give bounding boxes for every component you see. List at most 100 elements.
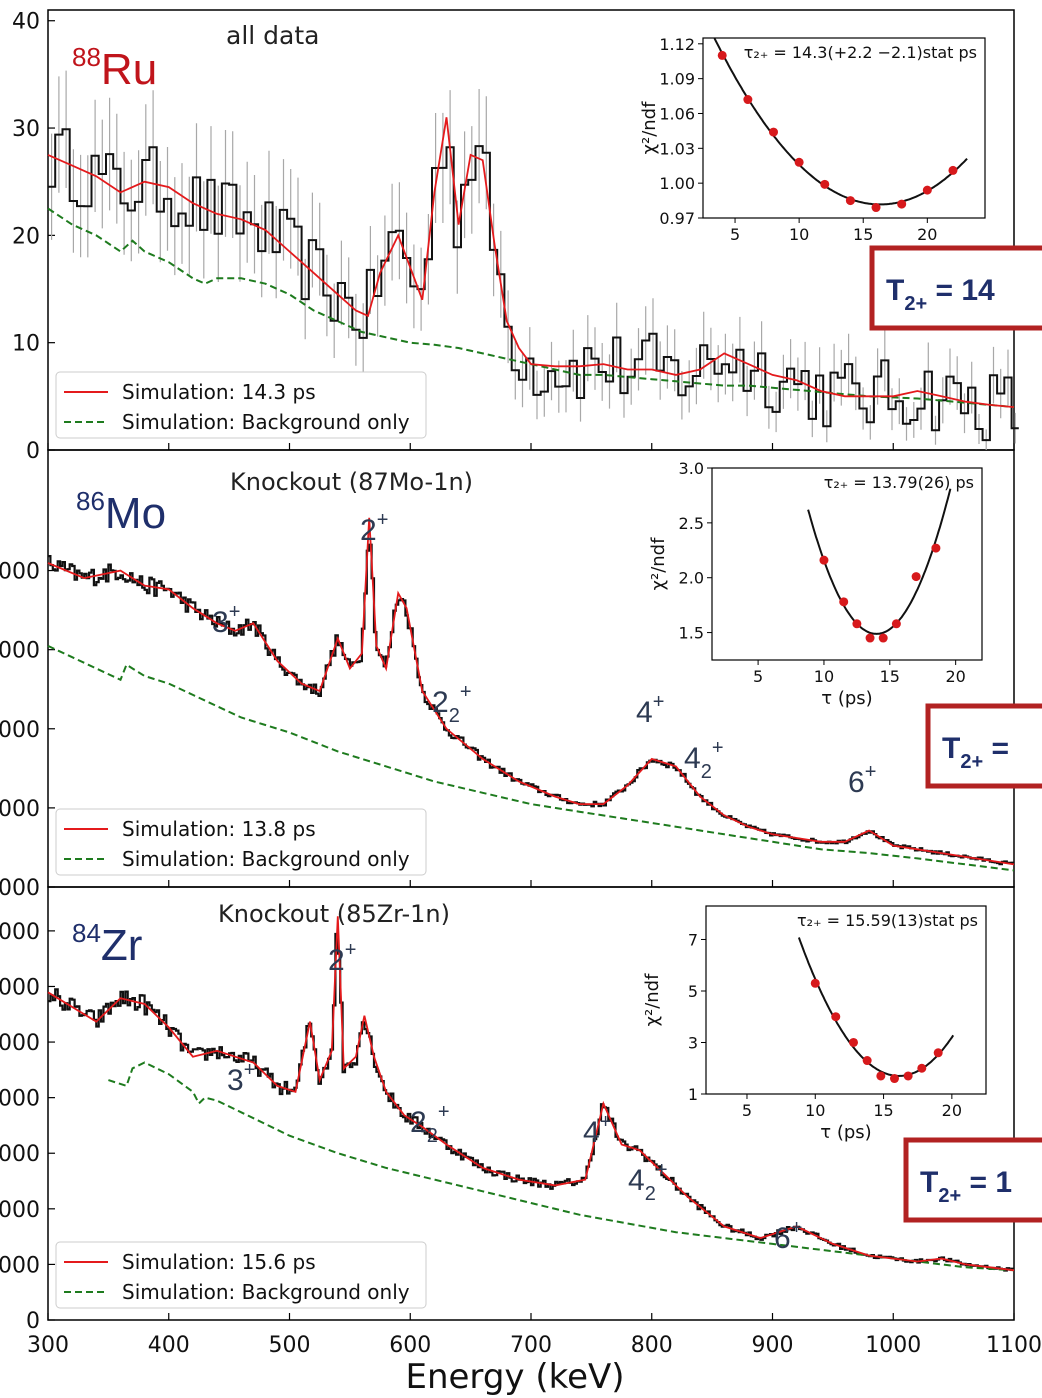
simulation-series-line [47,517,1015,866]
y-tick-label: 000 [0,920,40,945]
level-label: 3+ [227,1059,255,1097]
level-spin: 4 [628,1164,645,1197]
tau-symbol: T [920,1166,938,1199]
inset-y-tick-label: 1.09 [659,70,695,89]
level-subscript: 2 [427,1125,438,1147]
y-tick-label: 000 [0,1087,40,1112]
level-label: 4+ [583,1111,611,1149]
legend-box [55,808,427,876]
x-tick-label: 400 [148,1333,190,1358]
inset-x-tick-label: 10 [814,667,834,686]
inset-tau-label: τ₂₊ = 13.79(26) ps [824,473,974,492]
y-tick-label: 30 [12,117,40,142]
level-spin: 2 [432,686,449,719]
level-label: 22+ [432,681,472,727]
inset-data-point [717,50,727,60]
inset-y-tick-label: 3 [688,1033,698,1052]
inset-data-point [878,633,888,643]
nucleus-label-88ru: 88Ru [72,42,157,94]
y-tick-label: 0 [26,439,40,464]
inset-data-point [871,203,881,213]
tau-result-text: T2+ = 14 [886,274,995,315]
level-label: 6+ [774,1217,802,1255]
inset-frame [711,467,983,661]
inset-data-point [922,185,932,195]
x-tick-label: 600 [389,1333,431,1358]
inset-x-tick-label: 10 [789,225,809,244]
level-spin: 4 [583,1116,600,1149]
y-tick-label: 000 [0,975,40,1000]
level-label: 3+ [212,601,240,639]
x-tick-label: 1000 [865,1333,921,1358]
level-spin: 2 [360,514,377,547]
inset-data-point [819,555,829,565]
inset-data-point [933,1048,943,1058]
element-symbol: Mo [105,489,166,538]
data-histogram [48,128,1019,442]
inset-data-point [911,572,921,582]
inset-data-point [794,157,804,167]
tau-result-box [869,245,1042,331]
level-spin: 2 [410,1106,427,1139]
x-tick-label: 1100 [986,1333,1042,1358]
tau-subscript: 2+ [904,293,927,315]
y-tick-label: 40 [12,10,40,35]
legend-label-background: Simulation: Background only [122,1280,410,1304]
inset-x-tick-label: 20 [942,1101,962,1120]
inset-x-tick-label: 20 [945,667,965,686]
level-parity: + [244,1059,256,1081]
inset-data-point [889,1074,899,1084]
inset-data-point [948,165,958,175]
inset-fit-curve [797,937,955,1078]
inset-y-tick-label: 0.97 [659,209,695,228]
inset-x-label: τ (ps) [821,688,872,709]
y-tick-label: 000 [0,1253,40,1278]
level-spin: 3 [227,1064,244,1097]
inset-x-tick-label: 10 [805,1101,825,1120]
inset-tau-label: τ₂₊ = 14.3(+2.2 −2.1)stat ps [744,43,977,62]
inset-data-point [876,1071,886,1081]
background-series-line [108,1061,1015,1272]
inset-frame [705,905,987,1095]
panel-title: Knockout (87Mo-1n) [230,468,473,496]
panel-title: all data [226,21,319,50]
level-parity: + [656,1159,668,1181]
nucleus-label-86mo: 86Mo [76,486,166,538]
level-spin: 6 [848,766,865,799]
inset-tau-label: τ₂₊ = 15.59(13)stat ps [797,911,978,930]
tau-symbol: T [886,274,904,307]
inset-data-point [903,1071,913,1081]
panel-0-content: 0 10 20 30 40 Simulation: 14.3 ps Simulation: … [12,10,1042,464]
inset-y-tick-label: 1.03 [659,139,695,158]
inset-data-point [845,196,855,206]
x-tick-label: 800 [631,1333,673,1358]
legend-label-simulation: Simulation: 14.3 ps [122,380,316,404]
level-label: 4+ [636,691,664,729]
level-label: 2+ [328,939,356,977]
inset-data-point [839,597,849,607]
inset-y-tick-label: 5 [688,982,698,1001]
inset-data-point [769,127,778,137]
legend-label-background: Simulation: Background only [122,410,410,434]
level-label: 2+ [360,509,388,547]
tau-subscript: 2+ [960,751,983,773]
mass-number: 84 [72,918,101,948]
x-tick-label: 900 [752,1333,794,1358]
y-tick-label: 10 [12,332,40,357]
inset-data-point [891,619,901,629]
background-series-line [47,644,1015,872]
inset-fit-curve [807,488,952,635]
inset-data-point [831,1012,841,1022]
level-subscript: 2 [449,705,460,727]
level-parity: + [791,1217,803,1239]
inset-y-tick-label: 1.12 [659,35,695,54]
level-label: 42+ [684,737,724,783]
level-spin: 3 [212,606,229,639]
y-tick-label: 0 [26,1309,40,1334]
x-tick-label: 700 [510,1333,552,1358]
level-spin: 4 [684,742,701,775]
y-tick-label: 000 [0,797,40,822]
tau-result-box [903,1137,1042,1223]
inset-x-tick-label: 15 [880,667,900,686]
